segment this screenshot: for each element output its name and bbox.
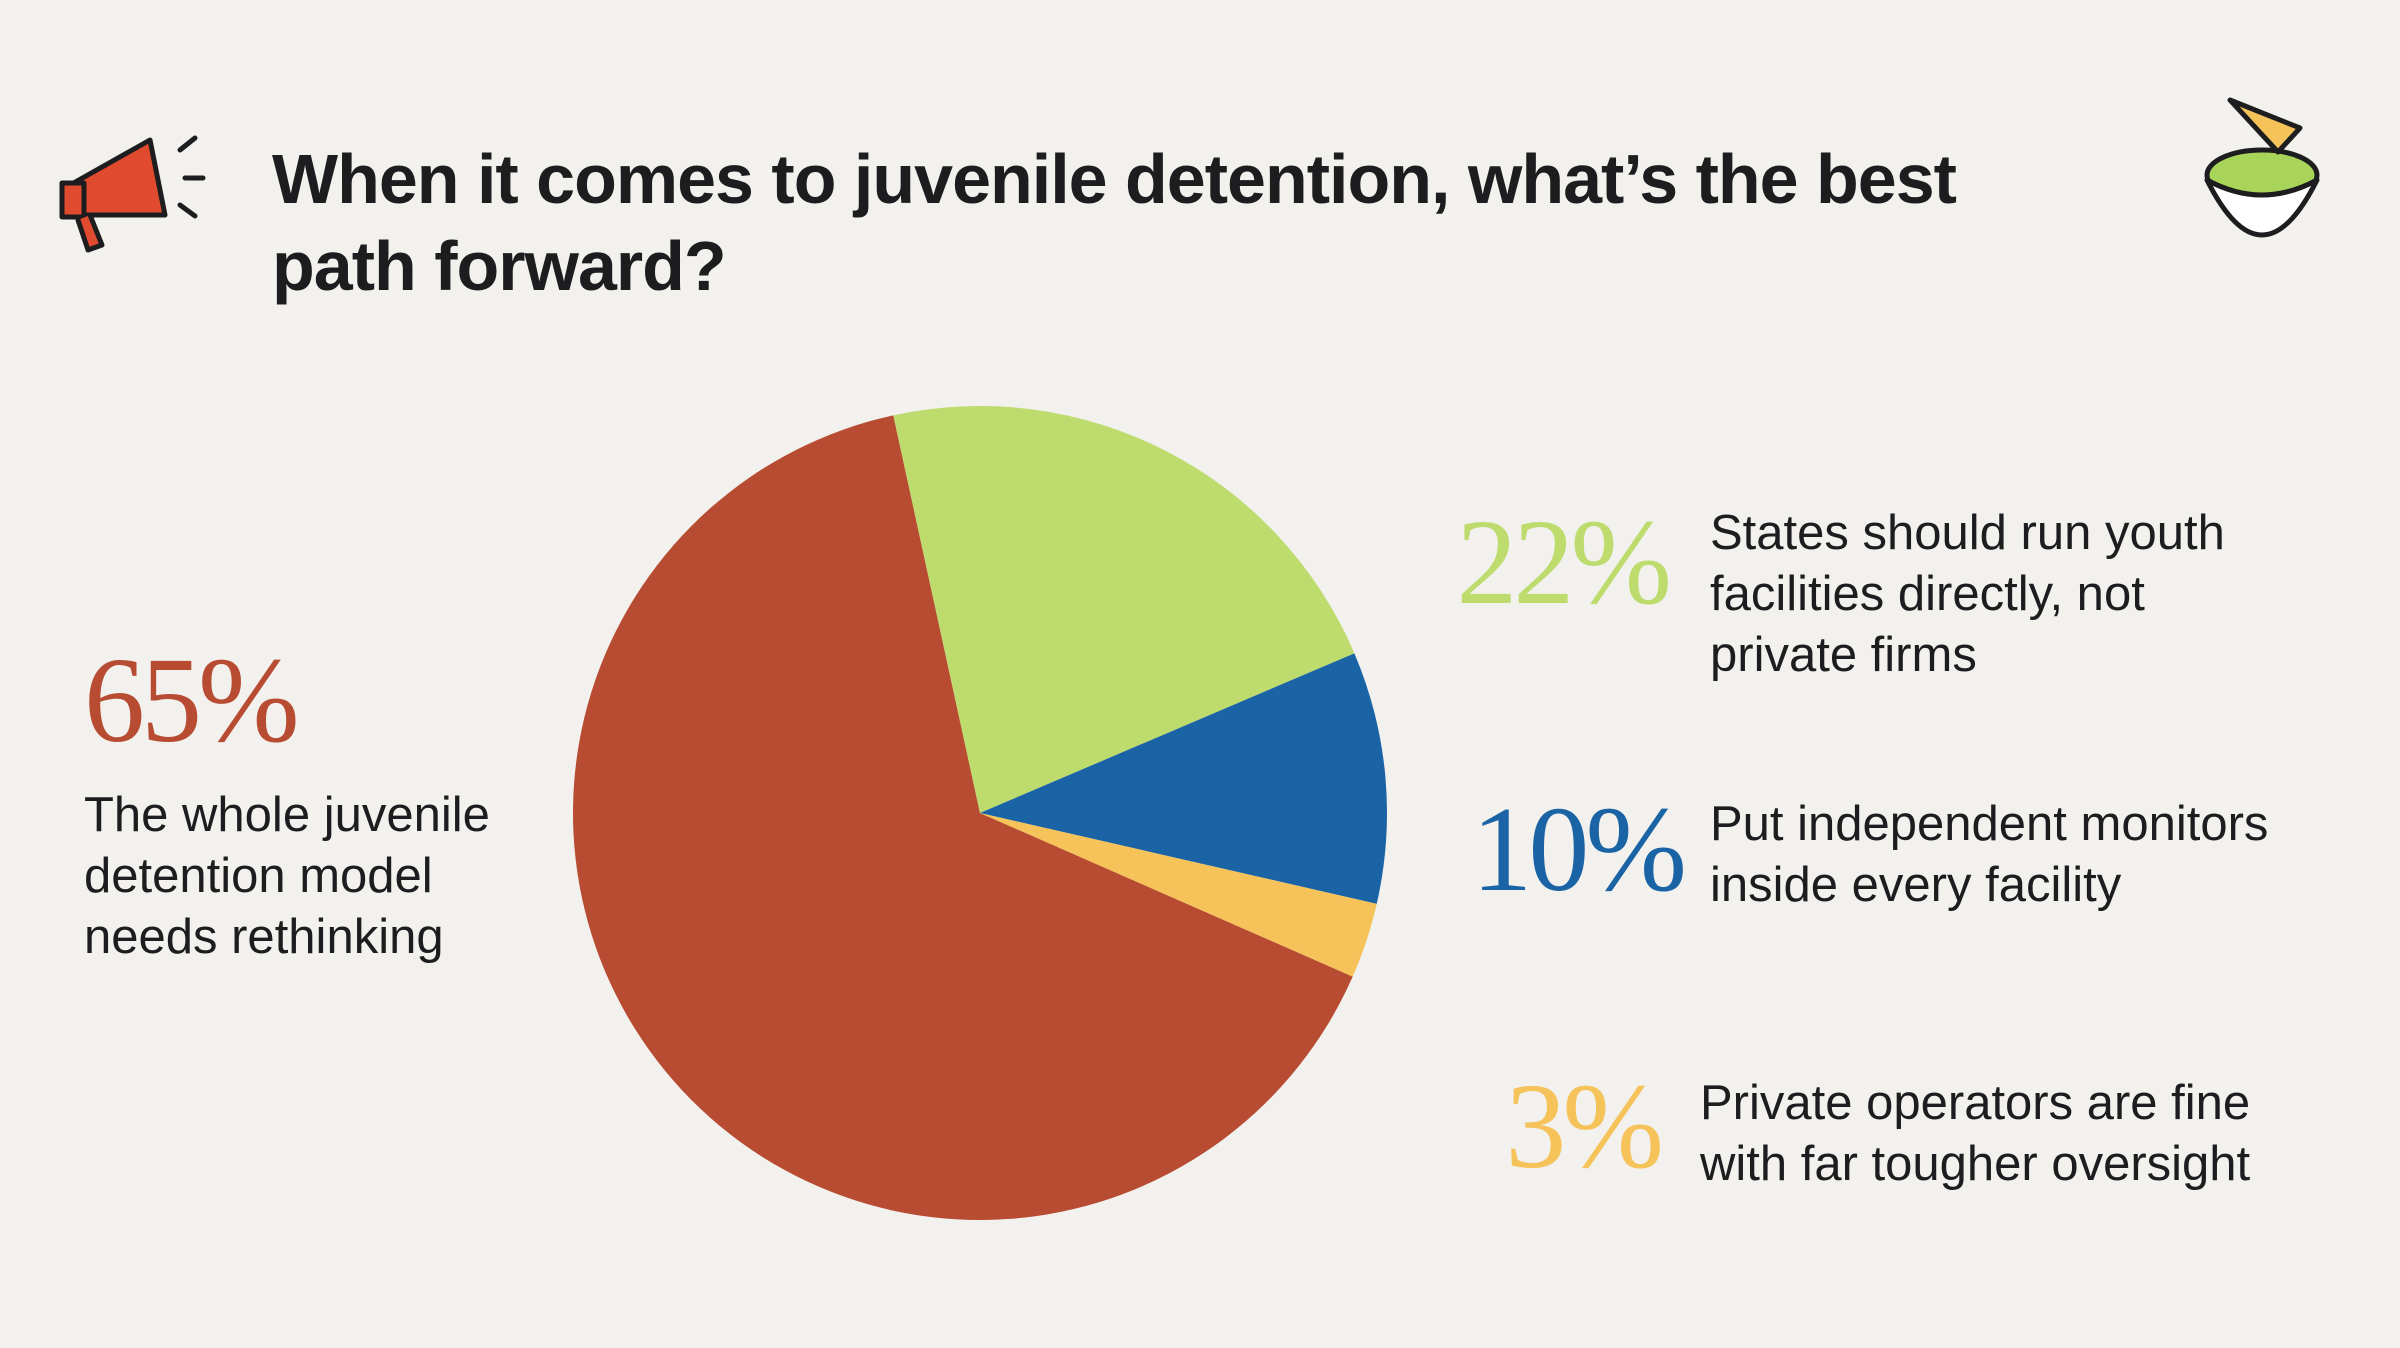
pie-slice	[980, 813, 1377, 977]
value-label: 3%	[1505, 1059, 1664, 1194]
chart-title: When it comes to juvenile detention, wha…	[272, 140, 1957, 305]
value-label: 65%	[84, 633, 300, 768]
pie-slice	[573, 415, 1353, 1220]
value-label: 10%	[1471, 782, 1687, 917]
category-label: Put independent monitors inside every fa…	[1710, 797, 2269, 912]
value-label: 22%	[1456, 495, 1672, 630]
pie-slice	[980, 653, 1387, 904]
category-label: The whole juvenile detention model needs…	[84, 788, 490, 964]
category-label: Private operators are fine with far toug…	[1700, 1076, 2251, 1191]
category-label: States should run youth facilities direc…	[1710, 506, 2225, 682]
guacamole-icon	[2204, 97, 2320, 238]
pie-slice	[893, 406, 1355, 813]
megaphone-icon	[59, 135, 206, 253]
